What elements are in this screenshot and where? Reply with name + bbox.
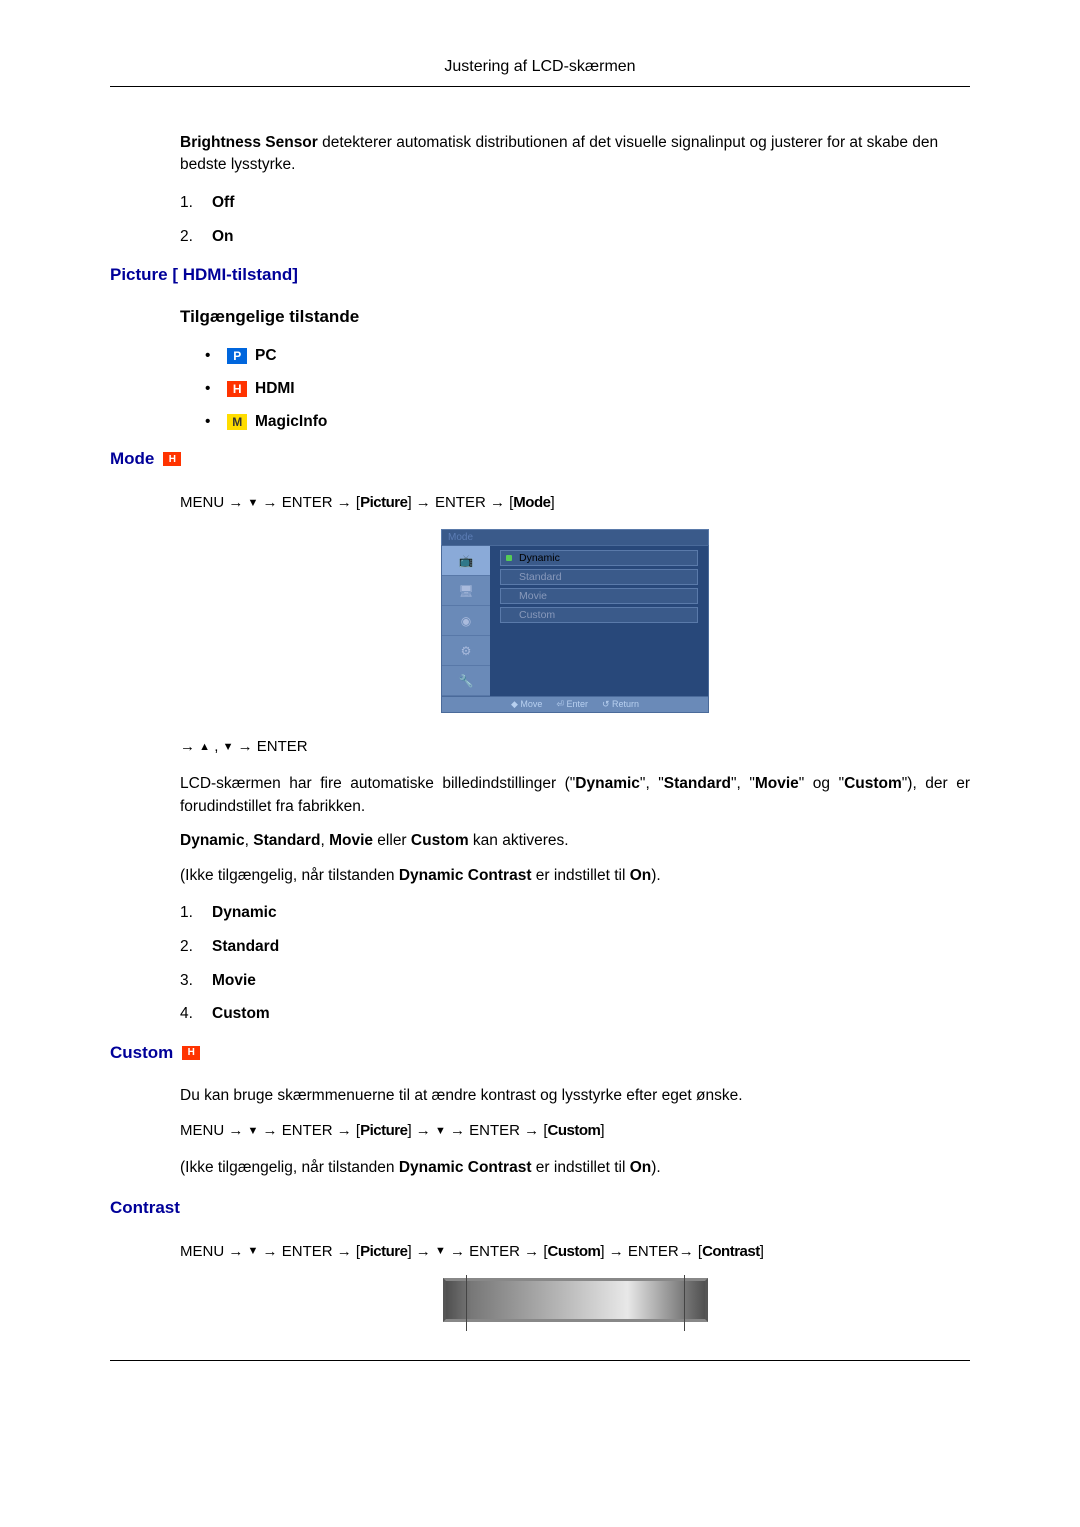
contrast-menu-path: MENU → ▼ → ENTER → [Picture] → ▼ → ENTER… xyxy=(180,1240,970,1264)
osd-side-icon: ◉ xyxy=(442,606,490,636)
picture-hdmi-heading-text: Picture [ HDMI-tilstand] xyxy=(110,265,298,285)
contrast-heading-text: Contrast xyxy=(110,1198,180,1218)
list-item: 1.Off xyxy=(180,192,970,214)
osd-sidebar: 📺 🖥 ◉ ⚙ 🔧 xyxy=(442,546,490,696)
list-item: 4.Custom xyxy=(180,1003,970,1025)
contrast-heading: Contrast xyxy=(110,1198,970,1218)
page-title: Justering af LCD-skærmen xyxy=(444,58,635,75)
available-modes-list: •PPC •HHDMI •MMagicInfo xyxy=(205,347,970,431)
brightness-sensor-options: 1.Off 2.On xyxy=(180,192,970,247)
list-item: 2.Standard xyxy=(180,936,970,958)
brightness-sensor-description: Brightness Sensor detekterer automatisk … xyxy=(180,132,970,177)
custom-heading: Custom H xyxy=(110,1043,970,1063)
page-footer-rule xyxy=(110,1360,970,1361)
osd-side-icon: ⚙ xyxy=(442,636,490,666)
mode-paragraph-3: (Ikke tilgængelig, når tilstanden Dynami… xyxy=(180,865,970,887)
osd-main: Dynamic Standard Movie Custom xyxy=(490,546,708,696)
hdmi-icon: H xyxy=(163,452,181,466)
list-item: 2.On xyxy=(180,226,970,248)
hdmi-icon: H xyxy=(182,1046,200,1060)
osd-option: Custom xyxy=(500,607,698,623)
mode-paragraph-2: Dynamic, Standard, Movie eller Custom ka… xyxy=(180,830,970,852)
osd-side-icon: 🖥 xyxy=(442,576,490,606)
mode-options-list: 1.Dynamic 2.Standard 3.Movie 4.Custom xyxy=(180,902,970,1025)
custom-paragraph-2: (Ikke tilgængelig, når tilstanden Dynami… xyxy=(180,1157,970,1179)
osd-side-icon: 📺 xyxy=(442,546,490,576)
osd-title: Mode xyxy=(441,529,709,545)
picture-hdmi-heading: Picture [ HDMI-tilstand] xyxy=(110,265,970,285)
available-modes-heading-text: Tilgængelige tilstande xyxy=(180,307,359,326)
osd-side-icon: 🔧 xyxy=(442,666,490,696)
osd-option: Movie xyxy=(500,588,698,604)
available-mode-item: •MMagicInfo xyxy=(205,413,970,431)
osd-footer: ◆ Move⏎ Enter↺ Return xyxy=(441,697,709,713)
osd-option: Dynamic xyxy=(500,550,698,566)
hdmi-icon: H xyxy=(227,381,247,397)
list-item: 3.Movie xyxy=(180,970,970,992)
available-mode-item: •HHDMI xyxy=(205,380,970,398)
custom-paragraph-1: Du kan bruge skærmmenuerne til at ændre … xyxy=(180,1085,970,1107)
osd-option: Standard xyxy=(500,569,698,585)
mode-nav-line: → ▲ , ▼ → ENTER xyxy=(180,735,970,759)
custom-menu-path: MENU → ▼ → ENTER → [Picture] → ▼ → ENTER… xyxy=(180,1119,970,1143)
mode-heading-text: Mode xyxy=(110,449,154,469)
list-item: 1.Dynamic xyxy=(180,902,970,924)
magicinfo-icon: M xyxy=(227,414,247,430)
osd-mode-screenshot: Mode 📺 🖥 ◉ ⚙ 🔧 Dynamic Standard Movie Custo… xyxy=(441,529,709,713)
custom-heading-text: Custom xyxy=(110,1043,173,1063)
mode-menu-path: MENU → ▼ → ENTER → [Picture] → ENTER → [… xyxy=(180,491,970,515)
mode-heading: Mode H xyxy=(110,449,970,469)
available-mode-item: •PPC xyxy=(205,347,970,365)
contrast-slider-image xyxy=(443,1278,708,1322)
pc-icon: P xyxy=(227,348,247,364)
available-modes-heading: Tilgængelige tilstande xyxy=(180,307,970,327)
page-header: Justering af LCD-skærmen xyxy=(110,58,970,87)
mode-paragraph-1: LCD-skærmen har fire automatiske billedi… xyxy=(180,773,970,818)
